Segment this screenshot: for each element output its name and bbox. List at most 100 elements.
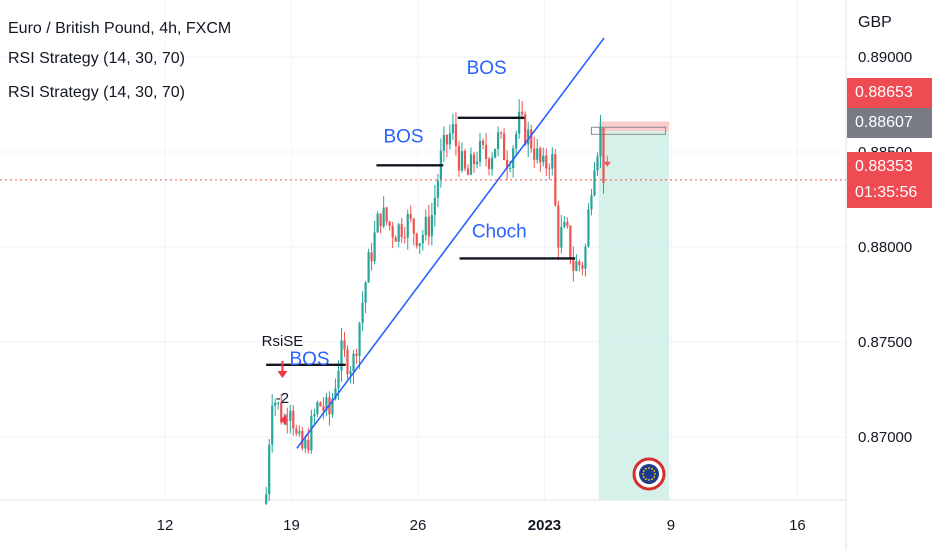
candle-body xyxy=(457,146,461,171)
entry-marker xyxy=(280,413,287,426)
candle-body xyxy=(391,225,394,238)
candle-body xyxy=(478,140,482,162)
annotation-5: RsiSE xyxy=(262,333,304,350)
candle-body xyxy=(268,444,271,495)
candle-body xyxy=(334,388,337,399)
candle-body xyxy=(388,221,391,226)
candle-body xyxy=(280,402,283,423)
price-tag-current: 0.88353 01:35:56 xyxy=(847,152,932,208)
candle-body xyxy=(463,151,467,169)
price-tag-entry-value: 0.88607 xyxy=(855,114,913,131)
candle-body xyxy=(578,261,581,266)
annotation-0: BOS xyxy=(289,349,329,370)
price-tag-high-value: 0.88653 xyxy=(855,84,913,101)
candle-body xyxy=(364,282,367,303)
candle-body xyxy=(421,235,424,244)
candle-body xyxy=(307,439,310,451)
candle-body xyxy=(530,129,533,149)
x-tick-label: 9 xyxy=(667,517,675,534)
star-icon xyxy=(642,473,644,475)
candle-body xyxy=(466,168,470,175)
candle-body xyxy=(545,155,548,169)
candle-body xyxy=(518,111,521,134)
candle-body xyxy=(412,218,415,234)
candle-body xyxy=(572,259,575,271)
candle-body xyxy=(319,402,322,407)
candle-body xyxy=(430,214,433,237)
star-icon xyxy=(653,470,656,472)
candle-body xyxy=(539,148,542,163)
candle-body xyxy=(484,144,488,160)
candle-body xyxy=(481,140,485,145)
candle-body xyxy=(527,129,530,145)
candle-body xyxy=(331,398,334,415)
candle-body xyxy=(310,415,313,451)
candle-body xyxy=(298,431,301,434)
indicator-legend-1: RSI Strategy (14, 30, 70) xyxy=(8,50,185,67)
candle-body xyxy=(454,124,458,147)
y-tick-label: 0.88000 xyxy=(858,239,912,256)
annotation-4: -2 xyxy=(276,390,289,407)
annotation-1: BOS xyxy=(383,127,423,148)
candle-body xyxy=(427,216,430,237)
grid-lines xyxy=(0,0,846,500)
candle-body xyxy=(367,252,370,283)
price-tag-entry: 0.88607 xyxy=(847,108,932,138)
star-icon xyxy=(648,467,650,469)
star-icon xyxy=(651,467,653,470)
bar-countdown: 01:35:56 xyxy=(855,184,918,201)
candle-body xyxy=(512,148,515,168)
stop-zone xyxy=(598,121,670,132)
candle-body xyxy=(418,243,421,247)
candle-body xyxy=(265,494,268,504)
candle-body xyxy=(472,154,476,165)
x-tick-label: 19 xyxy=(283,517,300,534)
candle-body xyxy=(274,402,277,406)
x-tick-label: 2023 xyxy=(528,517,561,534)
trendline xyxy=(296,37,605,449)
candle-body xyxy=(506,159,509,169)
candle-body xyxy=(304,439,307,449)
candle-body xyxy=(487,159,491,170)
candle-body xyxy=(346,349,349,375)
candle-body xyxy=(322,406,325,411)
candle-body xyxy=(524,114,527,145)
candle-body xyxy=(596,156,599,171)
candle-body xyxy=(593,170,596,196)
candle-body xyxy=(560,227,563,248)
x-tick-label: 16 xyxy=(789,517,806,534)
candle-body xyxy=(295,428,298,434)
candle-body xyxy=(475,161,479,165)
price-tag-current-value: 0.88353 xyxy=(855,158,913,175)
candle-body xyxy=(496,132,500,149)
candle-body xyxy=(460,151,464,171)
candle-body xyxy=(548,168,551,170)
candle-body xyxy=(277,402,280,404)
y-tick-label: 0.87500 xyxy=(858,334,912,351)
candle-body xyxy=(292,410,295,429)
y-tick-label: 0.87000 xyxy=(858,429,912,446)
candle-body xyxy=(509,167,512,169)
candle-body xyxy=(394,237,397,242)
indicator-legend-2: RSI Strategy (14, 30, 70) xyxy=(8,84,185,101)
candle-body xyxy=(445,134,448,145)
target-zone xyxy=(598,131,670,500)
candle-body xyxy=(563,221,566,228)
candle-body xyxy=(409,213,412,219)
star-icon xyxy=(642,476,645,478)
candle-body xyxy=(400,224,403,238)
star-icon xyxy=(648,479,650,481)
candle-body xyxy=(301,431,304,449)
candle-body xyxy=(536,148,539,160)
candle-body xyxy=(343,340,346,350)
signal-arrow-2 xyxy=(603,155,611,167)
entry-box xyxy=(590,126,667,135)
star-icon xyxy=(654,473,656,475)
chart-title: Euro / British Pound, 4h, FXCM xyxy=(8,20,232,37)
candles xyxy=(265,99,605,506)
candle-body xyxy=(340,340,343,371)
candle-body xyxy=(370,252,373,262)
candle-body xyxy=(490,157,494,170)
x-tick-label: 12 xyxy=(157,517,174,534)
